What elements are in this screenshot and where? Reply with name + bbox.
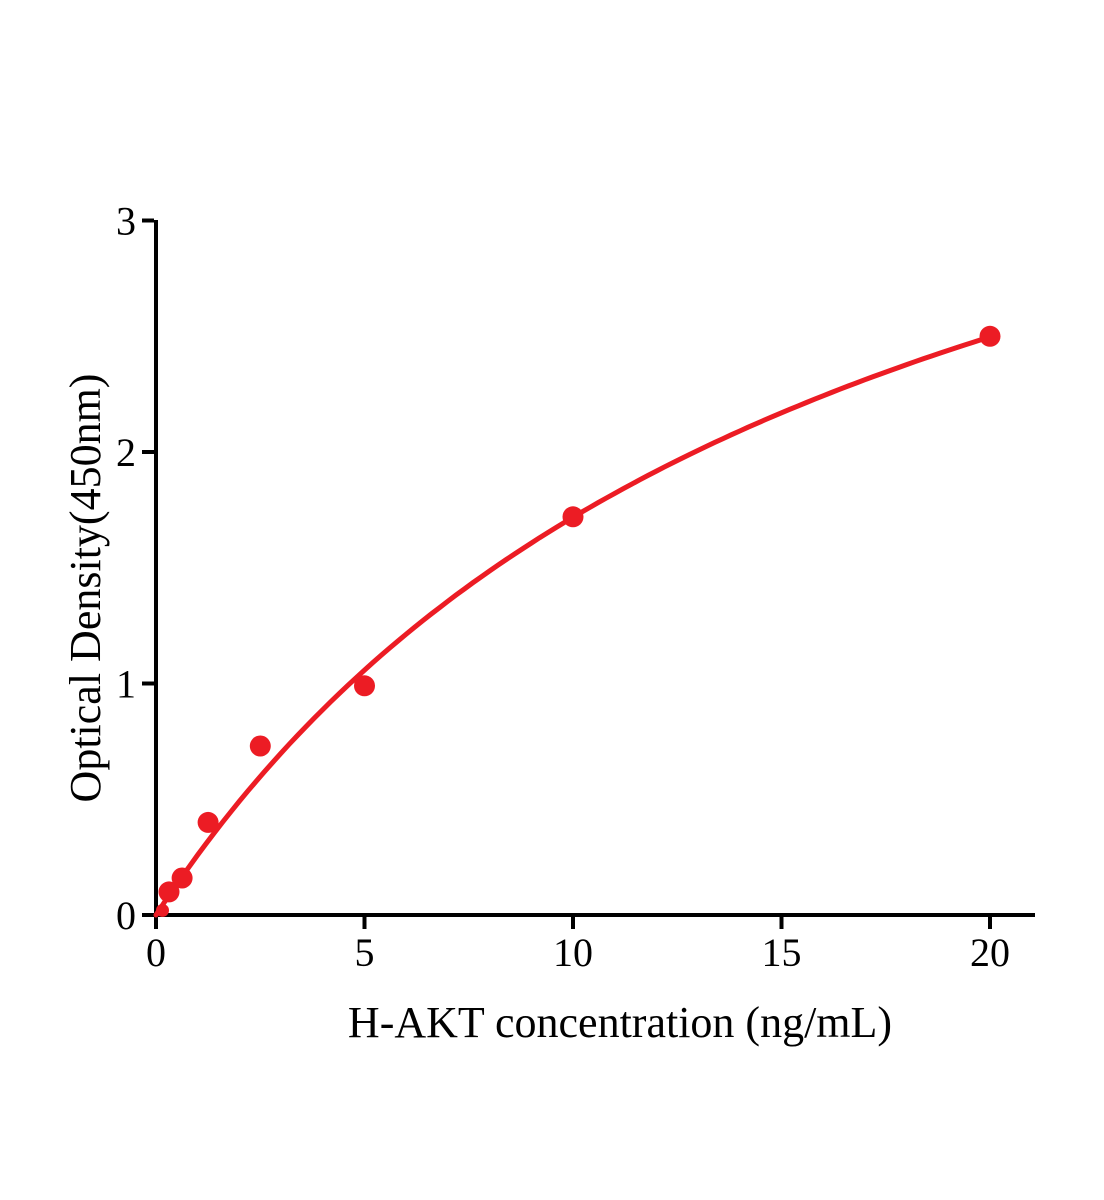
y-tick-label: 1 [116, 662, 136, 707]
y-axis-ticks: 0 1 2 3 [116, 199, 154, 938]
y-tick-label: 2 [116, 430, 136, 475]
x-tick-label: 0 [146, 930, 166, 975]
axes [154, 220, 1035, 917]
x-tick-label: 5 [355, 930, 375, 975]
fitted-curve-group [153, 334, 993, 918]
x-axis-title: H-AKT concentration (ng/mL) [348, 998, 892, 1047]
fitted-curve [153, 334, 993, 918]
y-tick-label: 0 [116, 893, 136, 938]
data-point [171, 867, 193, 889]
data-point [249, 735, 271, 757]
x-axis-ticks: 0 5 10 15 20 [146, 917, 1010, 975]
data-point [354, 675, 375, 697]
x-tick-label: 20 [970, 930, 1010, 975]
data-point [562, 506, 584, 528]
data-point [197, 811, 219, 833]
y-tick-label: 3 [116, 199, 136, 244]
x-tick-label: 15 [762, 930, 802, 975]
x-tick-label: 10 [553, 930, 593, 975]
data-point [156, 903, 169, 917]
y-axis-title: Optical Density(450nm) [61, 374, 110, 803]
data-points-group [156, 325, 1001, 917]
data-point [979, 325, 1001, 347]
data-point [158, 881, 180, 903]
